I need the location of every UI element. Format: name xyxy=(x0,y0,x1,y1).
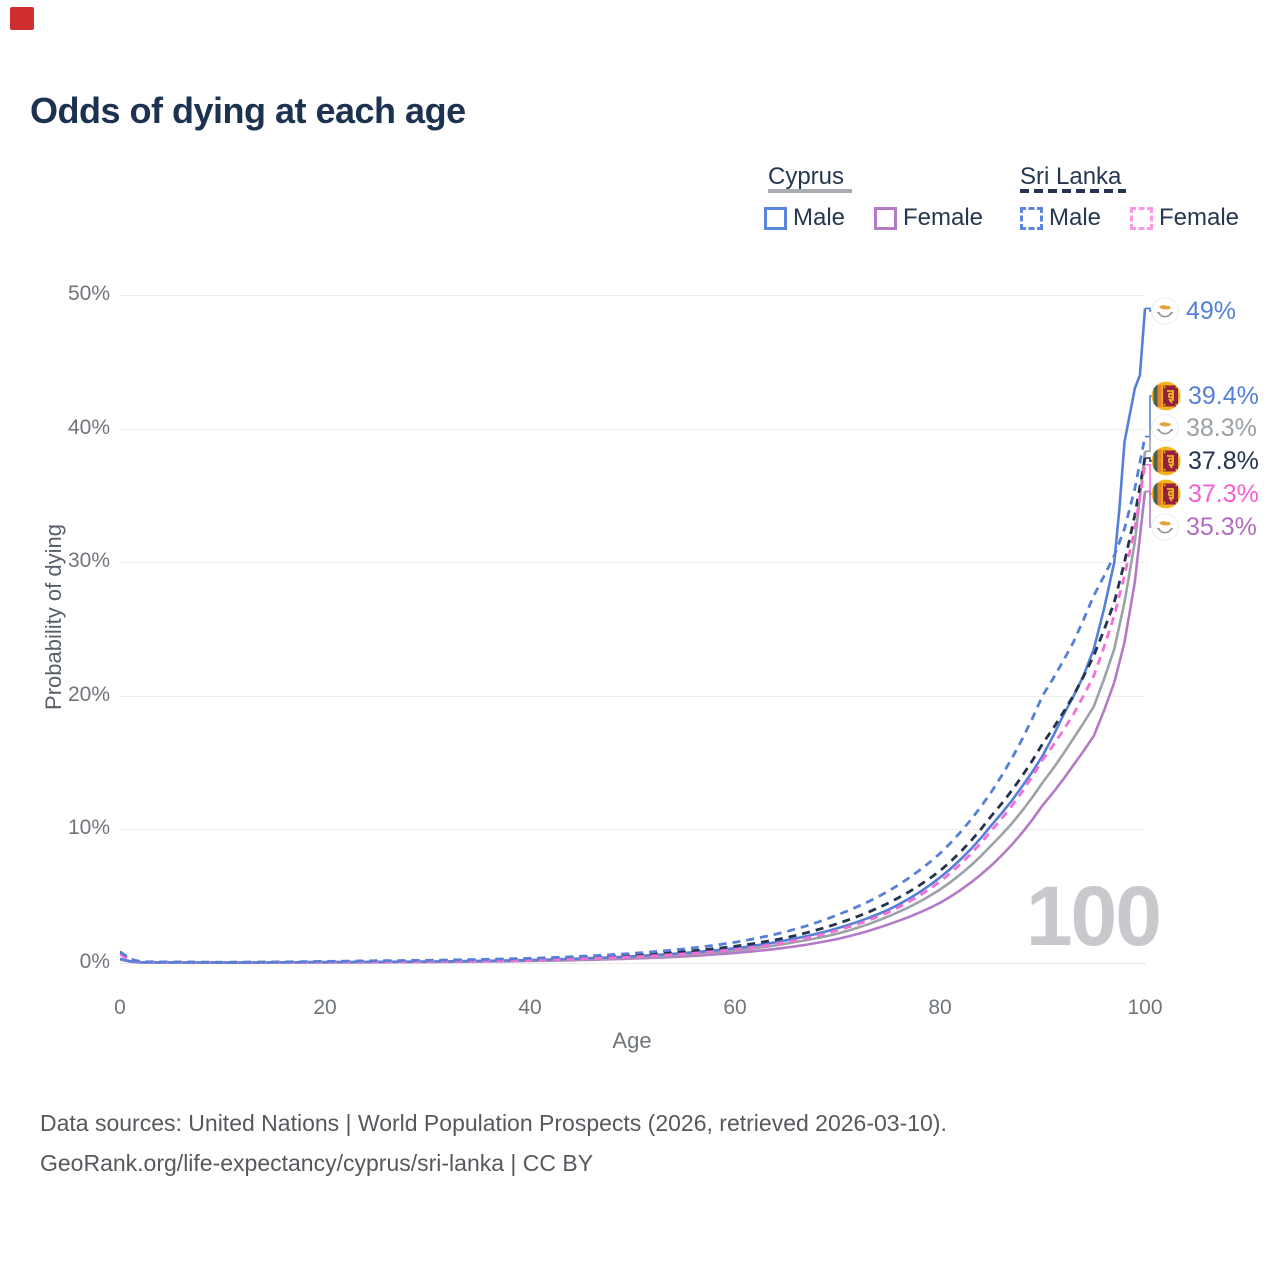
end-label-value: 38.3% xyxy=(1186,413,1257,442)
y-tick-label: 0% xyxy=(79,950,110,973)
series-line-sri-lanka-female xyxy=(120,464,1147,964)
legend-label: Female xyxy=(1159,204,1240,231)
legend-item-cyprus-male[interactable]: Male xyxy=(764,204,845,232)
legend-cyprus-linestyle xyxy=(768,189,852,193)
cyprus-flag-icon xyxy=(1151,297,1179,325)
end-label-sri-lanka-both-sexes: 37.8% xyxy=(1151,446,1259,476)
footer-data-sources: Data sources: United Nations | World Pop… xyxy=(40,1110,947,1136)
y-tick-label: 10% xyxy=(67,816,110,840)
end-label-value: 35.3% xyxy=(1186,512,1257,541)
x-axis-title: Age xyxy=(612,1028,652,1053)
end-label-cyprus-male: 49% xyxy=(1151,296,1236,326)
y-tick-label: 40% xyxy=(67,415,110,439)
legend-label: Male xyxy=(1049,204,1102,231)
red-marker xyxy=(10,7,34,30)
series-line-cyprus-both-sexes xyxy=(120,451,1147,965)
x-tick-label: 0 xyxy=(114,996,126,1019)
footer-attribution: GeoRank.org/life-expectancy/cyprus/sri-l… xyxy=(40,1150,594,1176)
gridline-10% xyxy=(120,829,1145,831)
x-tick-label: 60 xyxy=(723,996,747,1019)
x-tick-label: 40 xyxy=(518,996,542,1019)
end-label-value: 39.4% xyxy=(1188,381,1259,410)
sri-lanka-female-swatch-icon xyxy=(1130,206,1153,230)
end-label-cyprus-both-sexes: 38.3% xyxy=(1151,413,1257,443)
gridline-0% xyxy=(120,963,1145,964)
legend-country-sri-lanka: Sri Lanka xyxy=(1020,163,1122,190)
legend-country-cyprus: Cyprus xyxy=(768,163,845,190)
age-counter-watermark: 100 xyxy=(1025,869,1162,963)
gridline-40% xyxy=(120,428,1145,430)
series-line-cyprus-female xyxy=(120,491,1147,964)
y-tick-label: 50% xyxy=(67,282,110,305)
legend-label: Female xyxy=(903,204,984,231)
cyprus-flag-icon xyxy=(1151,513,1179,541)
page-title: Odds of dying at each age xyxy=(30,90,466,131)
cyprus-flag-icon xyxy=(1151,414,1179,442)
gridline-30% xyxy=(120,562,1145,564)
end-label-sri-lanka-female: 37.3% xyxy=(1151,479,1259,509)
legend-item-cyprus-female[interactable]: Female xyxy=(874,204,983,232)
end-label-cyprus-female: 35.3% xyxy=(1151,512,1257,542)
sri-lanka-flag-icon xyxy=(1151,479,1181,509)
x-tick-label: 20 xyxy=(313,996,337,1019)
legend-label: Male xyxy=(793,204,846,231)
sri-lanka-male-swatch-icon xyxy=(1020,206,1043,230)
cyprus-female-swatch-icon xyxy=(874,206,897,230)
legend-item-sri-lanka-male[interactable]: Male xyxy=(1020,204,1101,232)
x-tick-label: 100 xyxy=(1127,996,1163,1019)
sri-lanka-flag-icon xyxy=(1151,446,1181,476)
x-tick-label: 80 xyxy=(928,996,952,1019)
end-label-value: 49% xyxy=(1186,296,1237,325)
gridline-50% xyxy=(120,295,1145,296)
end-label-sri-lanka-male: 39.4% xyxy=(1151,381,1259,411)
legend-sri-lanka-linestyle xyxy=(1020,189,1126,193)
y-tick-label: 30% xyxy=(67,549,110,573)
cyprus-male-swatch-icon xyxy=(764,206,787,230)
end-label-value: 37.8% xyxy=(1188,446,1259,475)
series-line-sri-lanka-male xyxy=(120,436,1147,964)
y-tick-label: 20% xyxy=(67,682,110,706)
end-label-value: 37.3% xyxy=(1188,479,1259,508)
series-line-sri-lanka-both-sexes xyxy=(120,457,1147,964)
legend-item-sri-lanka-female[interactable]: Female xyxy=(1130,204,1239,232)
mortality-curves-plot xyxy=(120,307,1157,965)
gridline-20% xyxy=(120,695,1145,697)
sri-lanka-flag-icon xyxy=(1151,381,1181,411)
